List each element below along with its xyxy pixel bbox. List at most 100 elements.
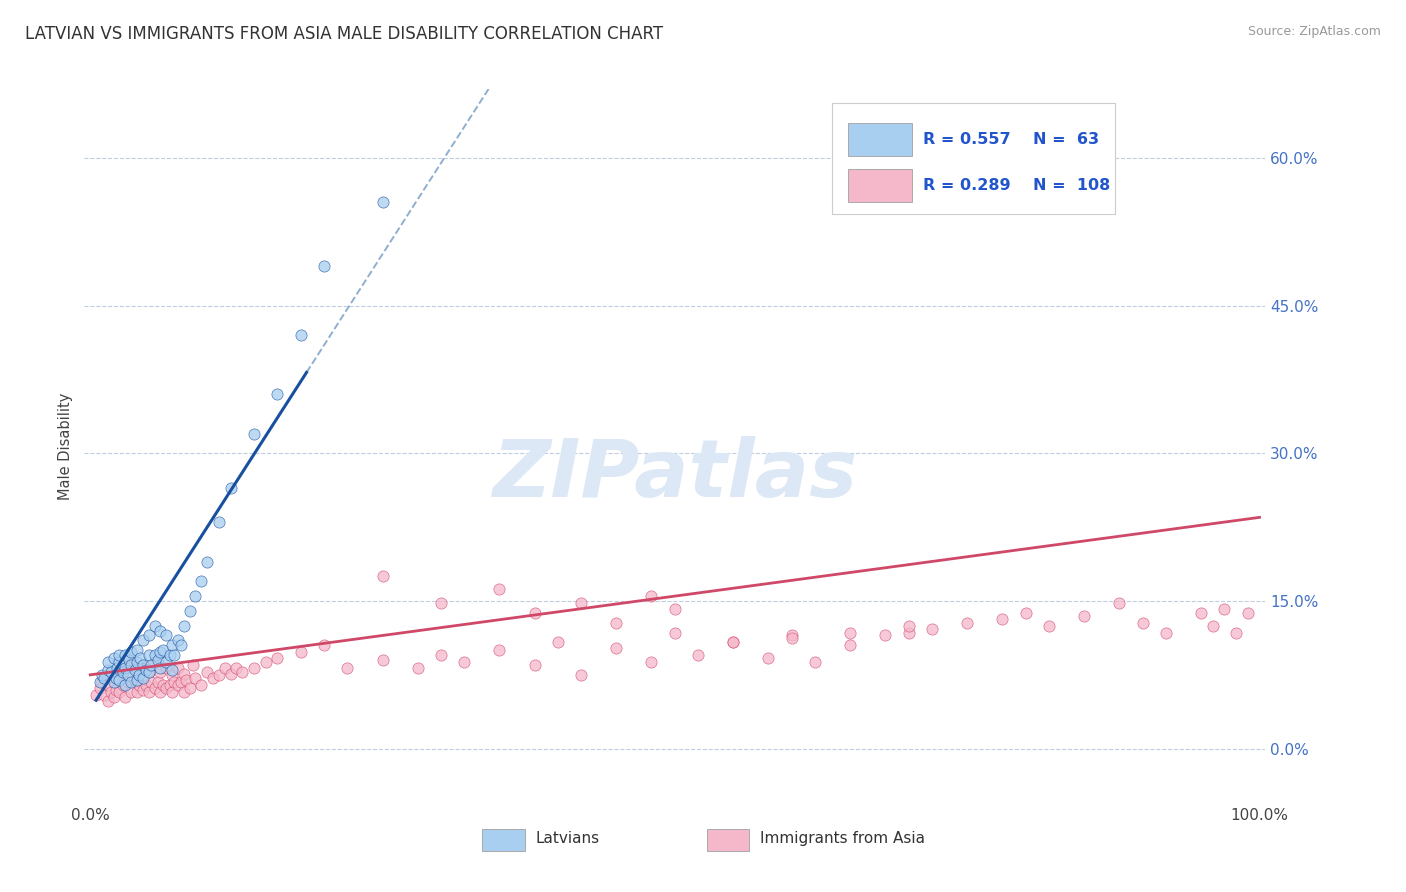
Point xyxy=(149,624,172,638)
Point xyxy=(120,658,142,673)
Point xyxy=(190,678,212,692)
Point xyxy=(231,665,253,679)
Point xyxy=(129,651,152,665)
Point xyxy=(108,684,131,698)
Point xyxy=(371,195,394,210)
Point xyxy=(100,684,122,698)
FancyBboxPatch shape xyxy=(707,830,749,851)
Point xyxy=(991,612,1014,626)
Point xyxy=(108,648,131,662)
Point xyxy=(190,574,212,589)
Point xyxy=(97,655,120,669)
Point xyxy=(103,674,125,689)
Point xyxy=(132,682,155,697)
Point xyxy=(1202,618,1225,632)
Point xyxy=(143,655,166,669)
Point xyxy=(155,661,177,675)
Point xyxy=(723,635,745,649)
Point xyxy=(1015,606,1038,620)
Point xyxy=(219,481,242,495)
Point xyxy=(181,658,204,673)
Point xyxy=(170,674,193,689)
Point xyxy=(956,615,979,630)
Point xyxy=(163,674,186,689)
Point xyxy=(290,328,312,343)
Point xyxy=(173,666,195,681)
Y-axis label: Male Disability: Male Disability xyxy=(58,392,73,500)
Point xyxy=(839,638,862,652)
Point xyxy=(152,678,174,692)
Point xyxy=(128,678,150,692)
Point xyxy=(149,684,172,698)
Point xyxy=(184,589,207,603)
Point xyxy=(1038,618,1060,632)
Point xyxy=(1189,606,1212,620)
Point xyxy=(104,682,127,697)
FancyBboxPatch shape xyxy=(848,169,912,202)
Point xyxy=(875,628,897,642)
Point xyxy=(179,604,201,618)
Point xyxy=(90,674,112,689)
Point xyxy=(897,618,920,632)
Point xyxy=(266,387,288,401)
Point xyxy=(664,625,686,640)
Point xyxy=(97,694,120,708)
Point xyxy=(780,632,803,646)
Text: Latvians: Latvians xyxy=(536,831,599,846)
Point xyxy=(93,688,115,702)
Point xyxy=(170,638,193,652)
Point xyxy=(1132,615,1154,630)
Point xyxy=(128,668,150,682)
Point xyxy=(371,569,394,583)
Point xyxy=(152,643,174,657)
Point xyxy=(488,582,510,597)
Point xyxy=(120,655,142,669)
Point xyxy=(103,651,125,665)
Point xyxy=(138,665,160,679)
Point xyxy=(312,638,335,652)
Point xyxy=(254,655,277,669)
Point xyxy=(569,596,592,610)
Point xyxy=(97,678,120,692)
Point xyxy=(179,681,201,695)
Point xyxy=(117,674,139,689)
Point xyxy=(155,655,177,669)
Point xyxy=(312,260,335,274)
Point xyxy=(114,678,136,692)
Point xyxy=(266,651,288,665)
Point xyxy=(139,658,162,673)
Point xyxy=(569,668,592,682)
Text: N =  63: N = 63 xyxy=(1033,132,1099,146)
Point xyxy=(640,655,662,669)
Point xyxy=(174,673,197,687)
Point xyxy=(100,665,122,679)
Point xyxy=(804,655,827,669)
Point xyxy=(125,665,148,679)
Point xyxy=(120,674,142,689)
Point xyxy=(159,678,181,692)
Point xyxy=(1225,625,1247,640)
Text: Immigrants from Asia: Immigrants from Asia xyxy=(759,831,925,846)
Point xyxy=(453,655,475,669)
Text: R = 0.557: R = 0.557 xyxy=(922,132,1011,146)
Point xyxy=(488,643,510,657)
Point xyxy=(167,661,190,675)
Point xyxy=(1237,606,1260,620)
Point xyxy=(138,665,160,679)
Point xyxy=(114,648,136,662)
Point xyxy=(132,658,155,673)
Point xyxy=(132,661,155,675)
Point xyxy=(155,681,177,695)
Point xyxy=(149,665,172,679)
Point xyxy=(146,653,169,667)
Point xyxy=(108,665,131,679)
Point xyxy=(125,684,148,698)
Text: LATVIAN VS IMMIGRANTS FROM ASIA MALE DISABILITY CORRELATION CHART: LATVIAN VS IMMIGRANTS FROM ASIA MALE DIS… xyxy=(25,25,664,43)
Point xyxy=(160,663,183,677)
Point xyxy=(225,661,247,675)
Point xyxy=(143,648,166,662)
Point xyxy=(139,674,162,689)
Point xyxy=(108,673,131,687)
Point xyxy=(780,628,803,642)
FancyBboxPatch shape xyxy=(848,123,912,155)
